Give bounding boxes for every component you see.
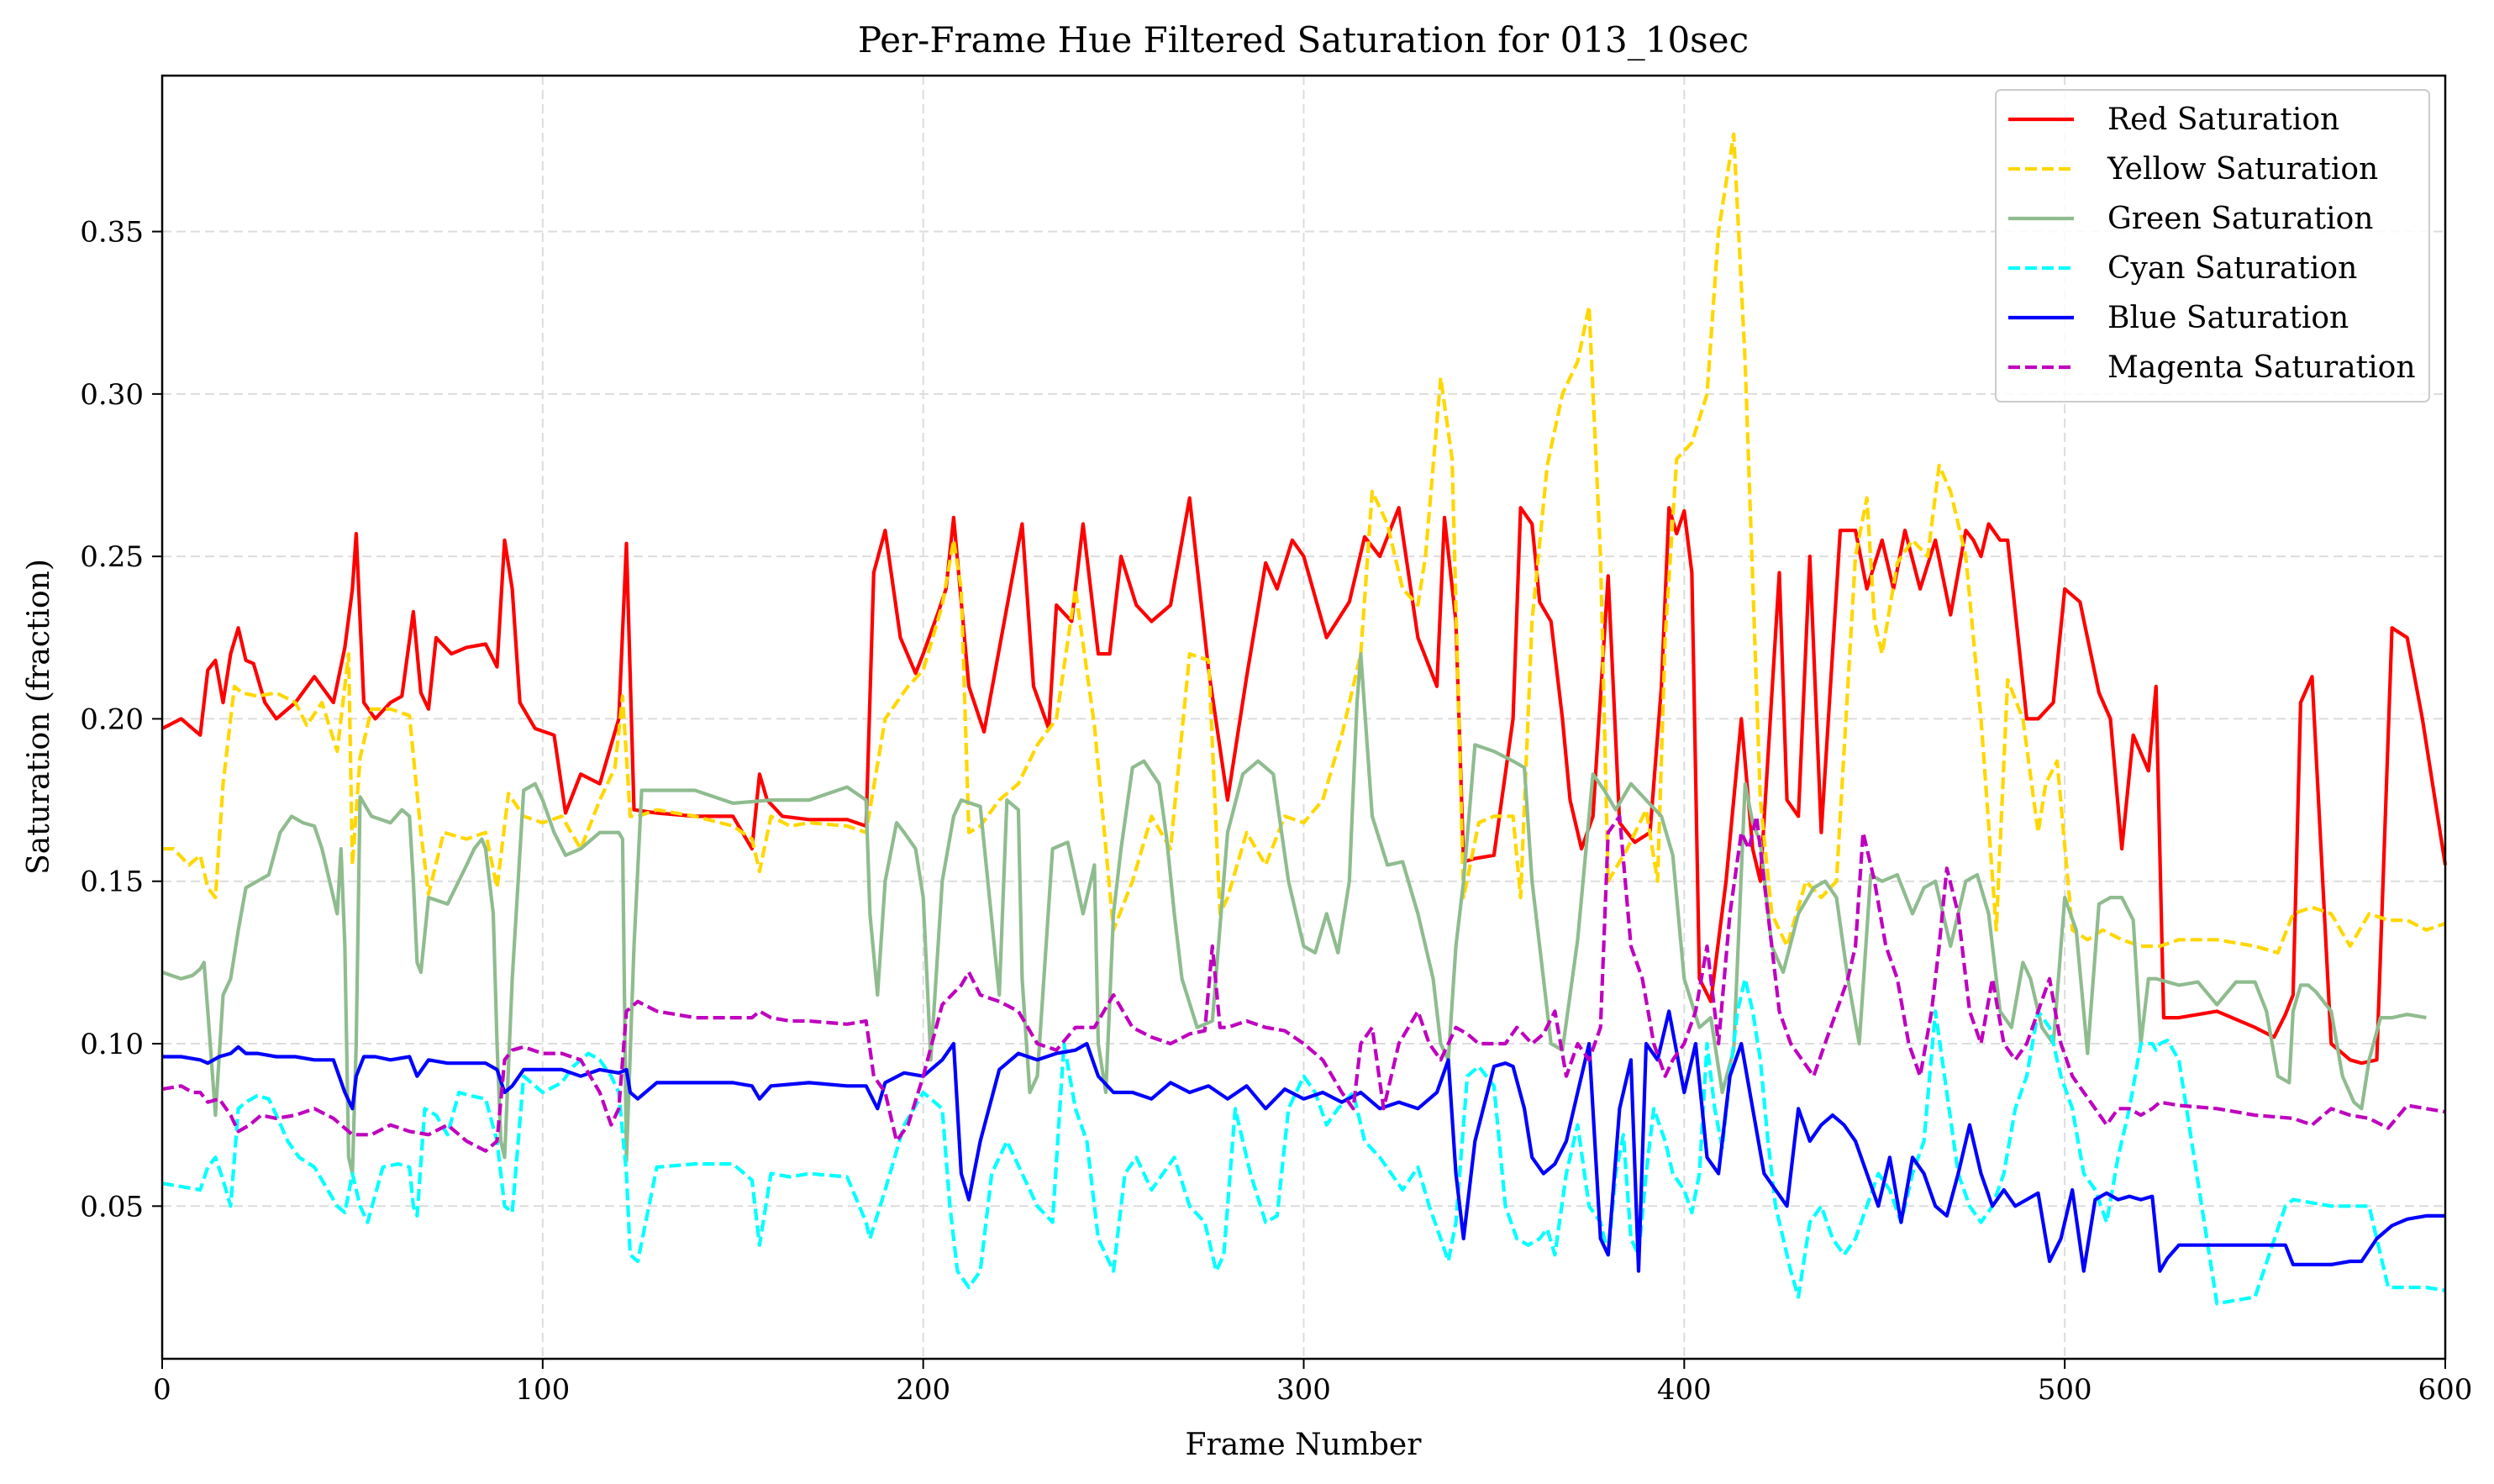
series-lines	[161, 132, 2448, 1306]
y-tick-label: 0.35	[80, 216, 144, 250]
y-tick-label: 0.15	[80, 866, 144, 899]
legend-label-magenta-saturation: Magenta Saturation	[2107, 350, 2416, 385]
legend-label-blue-saturation: Blue Saturation	[2107, 301, 2349, 335]
series-line-red-saturation	[161, 496, 2448, 1066]
x-tick-label: 600	[2418, 1373, 2473, 1407]
x-tick-label: 500	[2038, 1373, 2092, 1407]
legend-label-green-saturation: Green Saturation	[2107, 202, 2374, 236]
series-line-green-saturation	[161, 652, 2427, 1176]
legend-label-red-saturation: Red Saturation	[2107, 103, 2339, 137]
series-line-magenta-saturation	[161, 814, 2446, 1153]
legend-label-yellow-saturation: Yellow Saturation	[2107, 152, 2378, 187]
series-line-yellow-saturation	[162, 132, 2446, 955]
grid	[162, 76, 2445, 1359]
legend-label-cyan-saturation: Cyan Saturation	[2107, 251, 2357, 286]
y-tick-label: 0.10	[80, 1028, 144, 1061]
axis-ticks: 0 100 200 300 400 500 600 0.05 0.10 0.15 0.20 0.25 0…	[80, 216, 2472, 1407]
y-axis-label: Saturation (fraction)	[22, 559, 56, 875]
x-tick-label: 200	[896, 1373, 950, 1407]
series-line-blue-saturation	[162, 1009, 2445, 1273]
chart-title: Per-Frame Hue Filtered Saturation for 01…	[858, 19, 1749, 61]
series-line-cyan-saturation	[161, 976, 2446, 1306]
y-tick-label: 0.30	[80, 378, 144, 412]
x-tick-label: 100	[515, 1373, 570, 1407]
legend: Red Saturation Yellow Saturation Green Sat…	[1995, 89, 2430, 403]
y-tick-label: 0.05	[80, 1190, 144, 1224]
x-tick-label: 0	[153, 1373, 171, 1407]
x-axis-label: Frame Number	[1186, 1428, 1423, 1462]
y-tick-label: 0.20	[80, 703, 144, 736]
x-tick-label: 400	[1657, 1373, 1712, 1407]
x-tick-label: 300	[1276, 1373, 1331, 1407]
y-tick-label: 0.25	[80, 540, 144, 574]
legend-items: Red Saturation Yellow Saturation Green Sat…	[2008, 103, 2416, 385]
legend-frame	[1995, 89, 2430, 403]
